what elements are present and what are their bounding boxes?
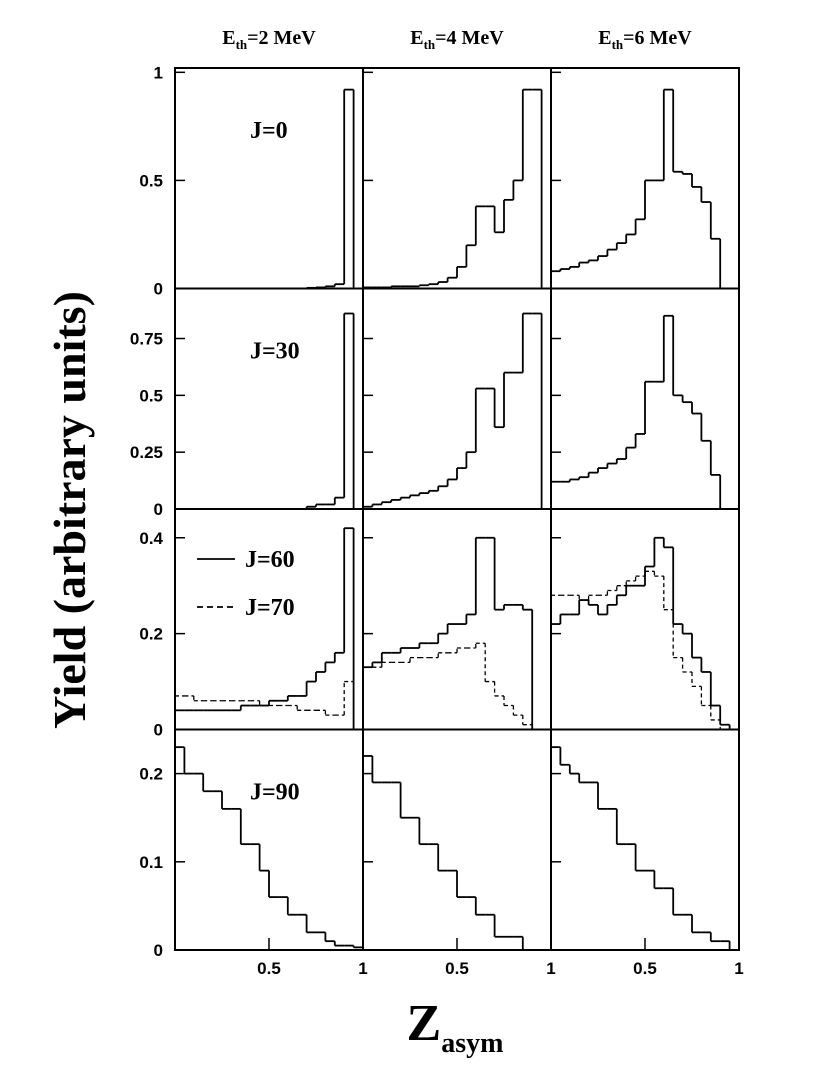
column-title-rest: =4 MeV	[435, 27, 504, 49]
x-tick-label: 1	[546, 959, 555, 978]
y-tick-label: 0.2	[139, 765, 163, 784]
x-tick-label: 0.5	[445, 959, 469, 978]
panel-frame	[550, 67, 740, 290]
x-tick-label: 0.5	[257, 959, 281, 978]
legend-label: J=70	[245, 595, 295, 621]
panel-frame	[550, 728, 740, 951]
panel-label: J=90	[250, 780, 300, 806]
panel-label: J=0	[250, 118, 288, 144]
x-label-main: Z	[407, 995, 442, 1052]
column-title-sub: th	[424, 37, 436, 52]
y-tick-label: 0	[154, 500, 163, 519]
y-axis-label: Yield (arbitrary units)	[44, 291, 95, 729]
column-title-main: E	[410, 27, 423, 49]
x-tick-label: 0.5	[633, 959, 657, 978]
x-axis-label: Zasym	[407, 995, 504, 1059]
y-tick-label: 0	[154, 280, 163, 299]
panel-frame	[362, 728, 552, 951]
y-tick-label: 0.5	[139, 171, 163, 190]
y-tick-label: 0.4	[139, 529, 163, 548]
x-tick-label: 1	[358, 959, 367, 978]
column-title-sub: th	[236, 37, 248, 52]
y-tick-label: 0.25	[130, 443, 163, 462]
legend-label: J=60	[245, 547, 295, 573]
y-tick-label: 0.1	[139, 853, 163, 872]
panel-frame	[174, 67, 364, 290]
panel-frame	[174, 287, 364, 510]
y-tick-label: 0	[154, 721, 163, 740]
y-tick-label: 1	[154, 63, 163, 82]
column-title: Eth=6 MeV	[598, 27, 692, 52]
column-title-rest: =2 MeV	[247, 27, 316, 49]
panel-frame	[362, 508, 552, 731]
column-title-main: E	[598, 27, 611, 49]
x-tick-label: 1	[734, 959, 743, 978]
column-title-main: E	[222, 27, 235, 49]
column-title: Eth=2 MeV	[222, 27, 316, 52]
column-title: Eth=4 MeV	[410, 27, 504, 52]
x-label-sub: asym	[441, 1028, 503, 1059]
y-tick-label: 0.75	[130, 330, 163, 349]
y-tick-label: 0	[154, 941, 163, 960]
y-tick-label: 0.5	[139, 386, 163, 405]
panel-label: J=30	[250, 339, 300, 365]
y-tick-label: 0.2	[139, 625, 163, 644]
panel-frame	[174, 728, 364, 951]
column-title-rest: =6 MeV	[623, 27, 692, 49]
column-title-sub: th	[612, 37, 624, 52]
